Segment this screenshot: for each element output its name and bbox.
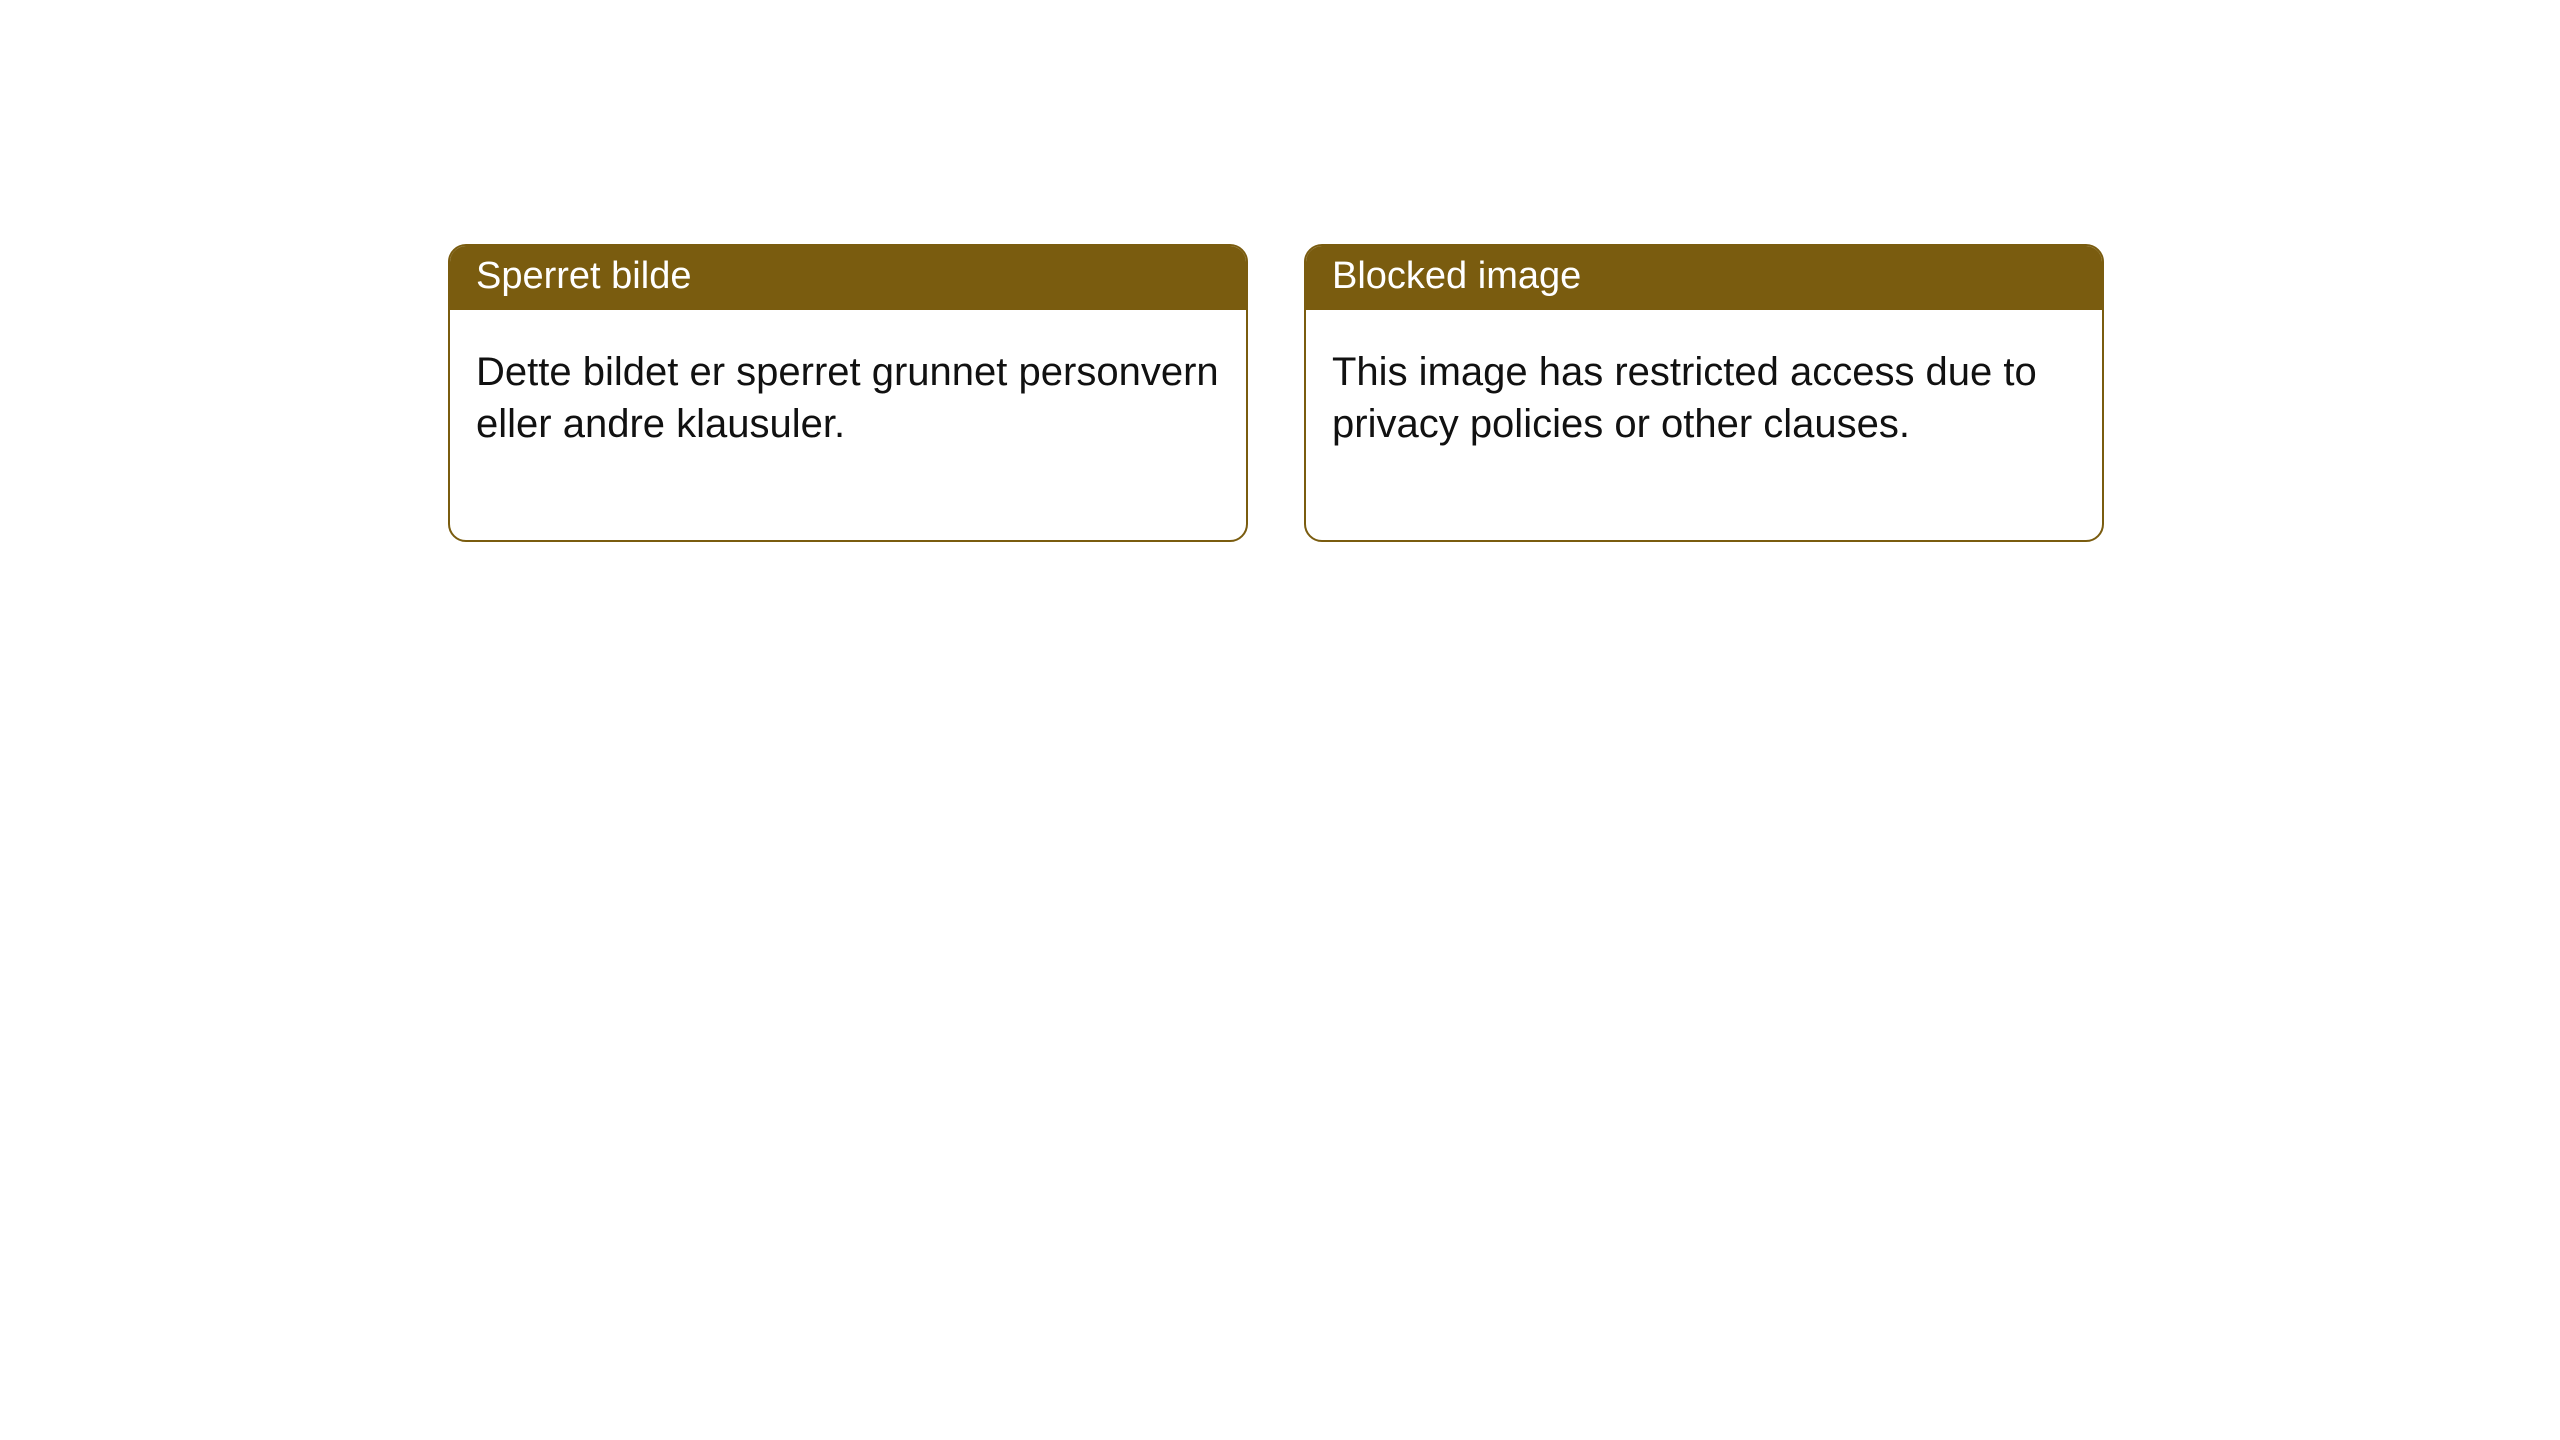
notice-container: Sperret bilde Dette bildet er sperret gr…	[0, 0, 2560, 542]
card-body-norwegian: Dette bildet er sperret grunnet personve…	[450, 310, 1246, 540]
blocked-image-card-norwegian: Sperret bilde Dette bildet er sperret gr…	[448, 244, 1248, 542]
card-body-english: This image has restricted access due to …	[1306, 310, 2102, 540]
card-header-english: Blocked image	[1306, 246, 2102, 310]
blocked-image-card-english: Blocked image This image has restricted …	[1304, 244, 2104, 542]
card-header-norwegian: Sperret bilde	[450, 246, 1246, 310]
